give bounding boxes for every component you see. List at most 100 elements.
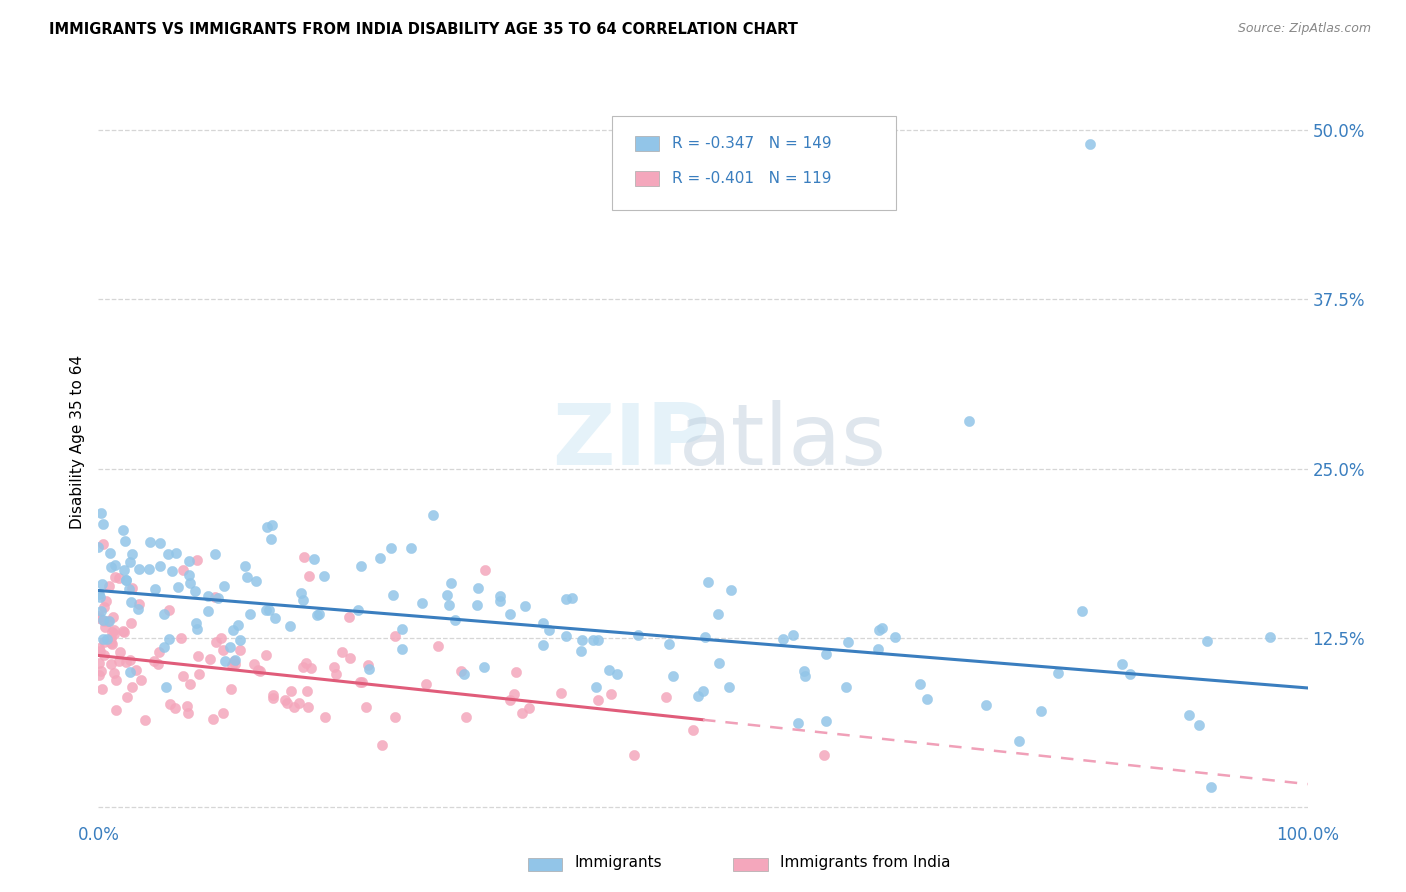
Point: [155, 681, 177, 695]
Point: [292, 549, 315, 564]
Point: [1008, 733, 1031, 747]
Point: [177, 706, 200, 721]
Point: [98, 579, 121, 593]
Point: [104, 704, 127, 718]
Point: [837, 634, 859, 648]
Point: [686, 689, 709, 703]
Point: [350, 559, 373, 574]
Point: [197, 604, 219, 618]
Point: [782, 627, 804, 641]
Point: [93, 648, 115, 663]
Point: [357, 658, 380, 673]
Point: [359, 662, 381, 676]
Point: [585, 680, 607, 694]
Point: [91, 537, 114, 551]
Point: [349, 675, 371, 690]
Point: [87, 611, 110, 625]
Y-axis label: Disability Age 35 to 64: Disability Age 35 to 64: [70, 354, 86, 529]
Point: [89, 640, 111, 655]
Point: [112, 562, 135, 576]
Point: [382, 588, 405, 602]
Point: [312, 569, 335, 583]
Point: [786, 715, 808, 730]
Point: [276, 696, 298, 710]
Point: [467, 582, 489, 596]
Point: [302, 552, 325, 566]
Point: [295, 683, 318, 698]
Point: [204, 591, 226, 605]
Point: [308, 607, 330, 621]
Point: [254, 603, 277, 617]
Point: [352, 674, 374, 689]
Point: [177, 567, 200, 582]
Text: R = -0.401   N = 119: R = -0.401 N = 119: [672, 171, 831, 186]
Point: [120, 615, 142, 630]
Point: [128, 597, 150, 611]
Point: [606, 667, 628, 681]
Point: [159, 697, 181, 711]
Point: [489, 589, 512, 603]
Point: [221, 681, 243, 696]
Point: [239, 607, 262, 622]
Point: [472, 660, 495, 674]
Point: [90, 506, 112, 520]
Point: [1119, 667, 1142, 681]
Point: [974, 698, 997, 712]
Point: [325, 666, 347, 681]
Point: [531, 638, 554, 652]
Point: [793, 664, 815, 678]
Point: [207, 591, 229, 606]
Point: [91, 632, 114, 646]
Point: [295, 656, 318, 670]
Point: [247, 663, 270, 677]
Point: [254, 648, 277, 663]
Point: [197, 589, 219, 603]
Text: Immigrants: Immigrants: [575, 855, 662, 870]
Point: [330, 645, 353, 659]
Point: [655, 690, 678, 704]
Point: [391, 622, 413, 636]
Point: [314, 710, 336, 724]
Point: [339, 650, 361, 665]
Point: [94, 593, 117, 607]
Point: [444, 613, 467, 627]
Point: [1111, 657, 1133, 672]
Point: [870, 621, 893, 635]
Point: [100, 635, 122, 649]
Point: [555, 592, 578, 607]
Point: [456, 709, 478, 723]
Point: [249, 665, 271, 679]
Point: [1029, 704, 1052, 718]
Point: [125, 663, 148, 677]
Point: [172, 563, 194, 577]
FancyBboxPatch shape: [613, 115, 897, 211]
Point: [233, 558, 256, 573]
Point: [205, 635, 228, 649]
Point: [148, 657, 170, 671]
Point: [391, 641, 413, 656]
FancyBboxPatch shape: [734, 858, 768, 871]
Point: [89, 644, 111, 658]
Point: [91, 576, 114, 591]
Point: [453, 666, 475, 681]
Point: [148, 645, 170, 659]
Point: [160, 564, 183, 578]
Point: [184, 615, 207, 630]
Point: [436, 589, 458, 603]
Point: [347, 603, 370, 617]
Point: [256, 520, 278, 534]
Point: [380, 541, 402, 556]
Point: [915, 692, 938, 706]
Point: [114, 533, 136, 548]
Point: [138, 562, 160, 576]
Point: [581, 632, 603, 647]
Point: [571, 633, 593, 648]
Point: [707, 607, 730, 621]
Text: Source: ZipAtlas.com: Source: ZipAtlas.com: [1237, 22, 1371, 36]
Point: [1199, 780, 1222, 794]
Point: [167, 580, 190, 594]
Point: [179, 676, 201, 690]
Point: [569, 644, 592, 658]
Point: [813, 747, 835, 762]
Point: [384, 629, 406, 643]
